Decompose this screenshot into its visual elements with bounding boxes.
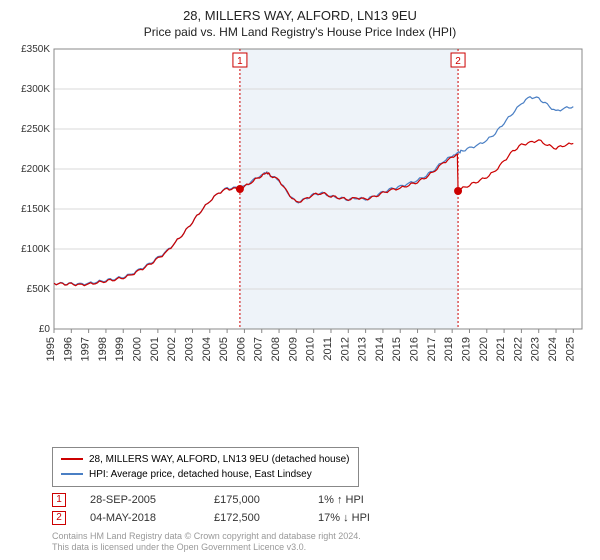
footer-line-2: This data is licensed under the Open Gov… xyxy=(52,542,588,554)
svg-text:£350K: £350K xyxy=(21,44,50,55)
svg-text:2025: 2025 xyxy=(564,337,576,361)
chart-title: 28, MILLERS WAY, ALFORD, LN13 9EU xyxy=(12,8,588,23)
svg-text:£150K: £150K xyxy=(21,204,50,215)
svg-text:2012: 2012 xyxy=(339,337,351,361)
svg-text:2003: 2003 xyxy=(183,337,195,361)
footer-line-1: Contains HM Land Registry data © Crown c… xyxy=(52,531,588,543)
chart-subtitle: Price paid vs. HM Land Registry's House … xyxy=(12,25,588,39)
sale-pct-1: 1% ↑ HPI xyxy=(318,494,408,506)
svg-text:2001: 2001 xyxy=(149,337,161,361)
svg-text:2021: 2021 xyxy=(495,337,507,361)
svg-text:£300K: £300K xyxy=(21,84,50,95)
legend-item-hpi: HPI: Average price, detached house, East… xyxy=(61,467,350,482)
svg-text:1999: 1999 xyxy=(114,337,126,361)
svg-text:2000: 2000 xyxy=(132,337,144,361)
svg-text:2018: 2018 xyxy=(443,337,455,361)
svg-text:1: 1 xyxy=(237,56,243,67)
svg-text:2016: 2016 xyxy=(409,337,421,361)
line-chart-svg: £0 £50K £100K £150K £200K £250K £300K £350K 1995… xyxy=(12,43,588,373)
svg-text:2017: 2017 xyxy=(426,337,438,361)
svg-text:£200K: £200K xyxy=(21,164,50,175)
svg-text:2024: 2024 xyxy=(547,337,559,361)
svg-text:£250K: £250K xyxy=(21,124,50,135)
legend-label-hpi: HPI: Average price, detached house, East… xyxy=(89,467,312,482)
svg-text:2011: 2011 xyxy=(322,337,334,361)
sales-table: 1 28-SEP-2005 £175,000 1% ↑ HPI 2 04-MAY… xyxy=(52,493,588,529)
sale-row-1: 1 28-SEP-2005 £175,000 1% ↑ HPI xyxy=(52,493,588,507)
footer-attribution: Contains HM Land Registry data © Crown c… xyxy=(52,531,588,554)
svg-text:1995: 1995 xyxy=(45,337,57,361)
svg-text:£100K: £100K xyxy=(21,244,50,255)
sale-price-1: £175,000 xyxy=(214,494,294,506)
chart-container: 28, MILLERS WAY, ALFORD, LN13 9EU Price … xyxy=(0,0,600,560)
sale-date-2: 04-MAY-2018 xyxy=(90,512,190,524)
svg-text:2023: 2023 xyxy=(530,337,542,361)
chart-area: £0 £50K £100K £150K £200K £250K £300K £350K 1995… xyxy=(12,43,588,441)
svg-text:1996: 1996 xyxy=(62,337,74,361)
sale-date-1: 28-SEP-2005 xyxy=(90,494,190,506)
svg-text:2005: 2005 xyxy=(218,337,230,361)
svg-text:2014: 2014 xyxy=(374,337,386,361)
svg-text:2009: 2009 xyxy=(287,337,299,361)
svg-text:2020: 2020 xyxy=(478,337,490,361)
svg-text:2010: 2010 xyxy=(305,337,317,361)
svg-text:2007: 2007 xyxy=(253,337,265,361)
sale-marker-2: 2 xyxy=(52,511,66,525)
svg-text:1997: 1997 xyxy=(80,337,92,361)
svg-text:2006: 2006 xyxy=(235,337,247,361)
svg-text:2: 2 xyxy=(455,56,461,67)
titles: 28, MILLERS WAY, ALFORD, LN13 9EU Price … xyxy=(12,8,588,43)
svg-text:1998: 1998 xyxy=(97,337,109,361)
svg-text:£50K: £50K xyxy=(27,284,51,295)
svg-text:2002: 2002 xyxy=(166,337,178,361)
svg-text:2019: 2019 xyxy=(460,337,472,361)
svg-text:2022: 2022 xyxy=(512,337,524,361)
legend-item-property: 28, MILLERS WAY, ALFORD, LN13 9EU (detac… xyxy=(61,452,350,467)
svg-text:£0: £0 xyxy=(39,324,51,335)
svg-text:2008: 2008 xyxy=(270,337,282,361)
sale-row-2: 2 04-MAY-2018 £172,500 17% ↓ HPI xyxy=(52,511,588,525)
legend: 28, MILLERS WAY, ALFORD, LN13 9EU (detac… xyxy=(52,447,359,487)
sale-pct-2: 17% ↓ HPI xyxy=(318,512,408,524)
sale-price-2: £172,500 xyxy=(214,512,294,524)
svg-text:2015: 2015 xyxy=(391,337,403,361)
svg-text:2004: 2004 xyxy=(201,337,213,361)
legend-label-property: 28, MILLERS WAY, ALFORD, LN13 9EU (detac… xyxy=(89,452,350,467)
legend-swatch-property xyxy=(61,458,83,460)
sale-marker-1: 1 xyxy=(52,493,66,507)
svg-text:2013: 2013 xyxy=(357,337,369,361)
legend-swatch-hpi xyxy=(61,473,83,475)
